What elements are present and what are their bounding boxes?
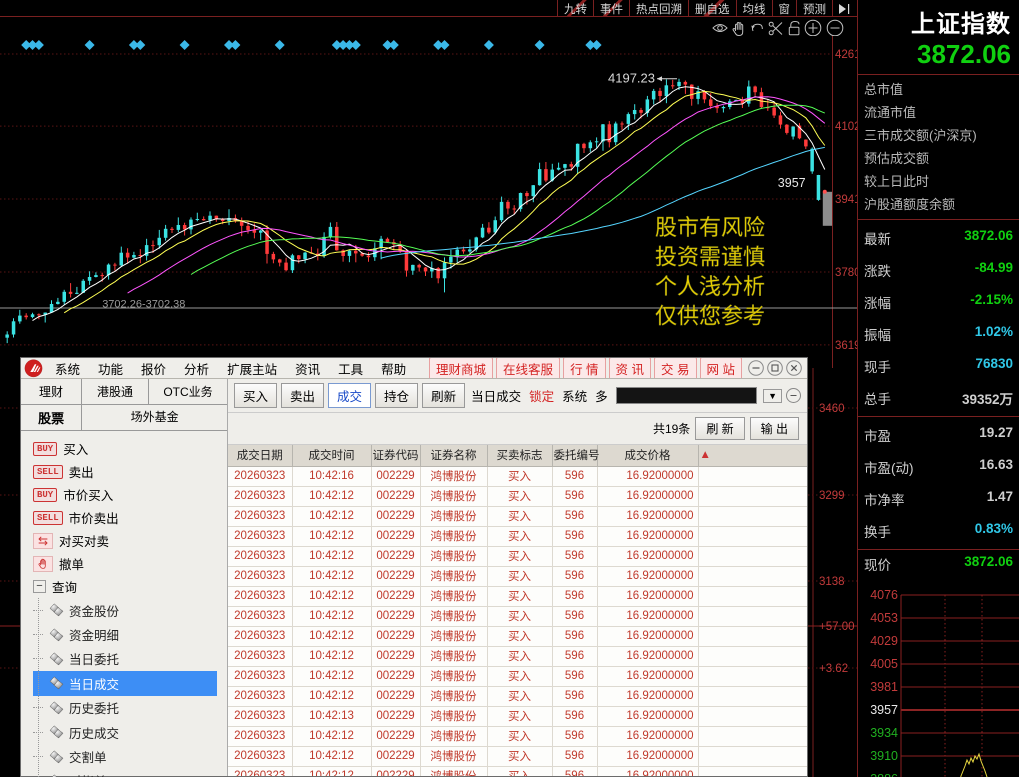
svg-text:4053: 4053 [870, 611, 898, 625]
svg-text:3910: 3910 [870, 749, 898, 763]
svg-text:4029: 4029 [870, 634, 898, 648]
svg-text:3981: 3981 [870, 680, 898, 694]
svg-text:3619: 3619 [835, 340, 857, 352]
svg-text:3886: 3886 [870, 772, 898, 777]
svg-text:3957: 3957 [778, 176, 806, 190]
svg-text:3934: 3934 [870, 726, 898, 740]
svg-text:4102: 4102 [835, 121, 857, 133]
svg-text:3702.26-3702.38: 3702.26-3702.38 [102, 298, 185, 310]
svg-text:3138: 3138 [819, 576, 845, 588]
svg-text:+3.62: +3.62 [819, 663, 848, 675]
svg-text:股市有风险: 股市有风险 [655, 215, 765, 240]
svg-text:3460: 3460 [819, 403, 845, 415]
svg-text:+57.00: +57.00 [819, 621, 855, 633]
svg-text:个人浅分析: 个人浅分析 [655, 274, 765, 299]
svg-text:4261: 4261 [835, 49, 857, 61]
svg-text:仅供您参考: 仅供您参考 [655, 304, 765, 329]
svg-text:3941: 3941 [835, 194, 857, 206]
svg-text:4076: 4076 [870, 588, 898, 602]
svg-text:3957: 3957 [870, 703, 898, 717]
svg-text:3299: 3299 [819, 490, 845, 502]
svg-text:3780: 3780 [835, 267, 857, 279]
svg-text:4197.23: 4197.23 [608, 71, 655, 86]
svg-text:投资需谨慎: 投资需谨慎 [655, 245, 765, 270]
svg-text:4005: 4005 [870, 657, 898, 671]
